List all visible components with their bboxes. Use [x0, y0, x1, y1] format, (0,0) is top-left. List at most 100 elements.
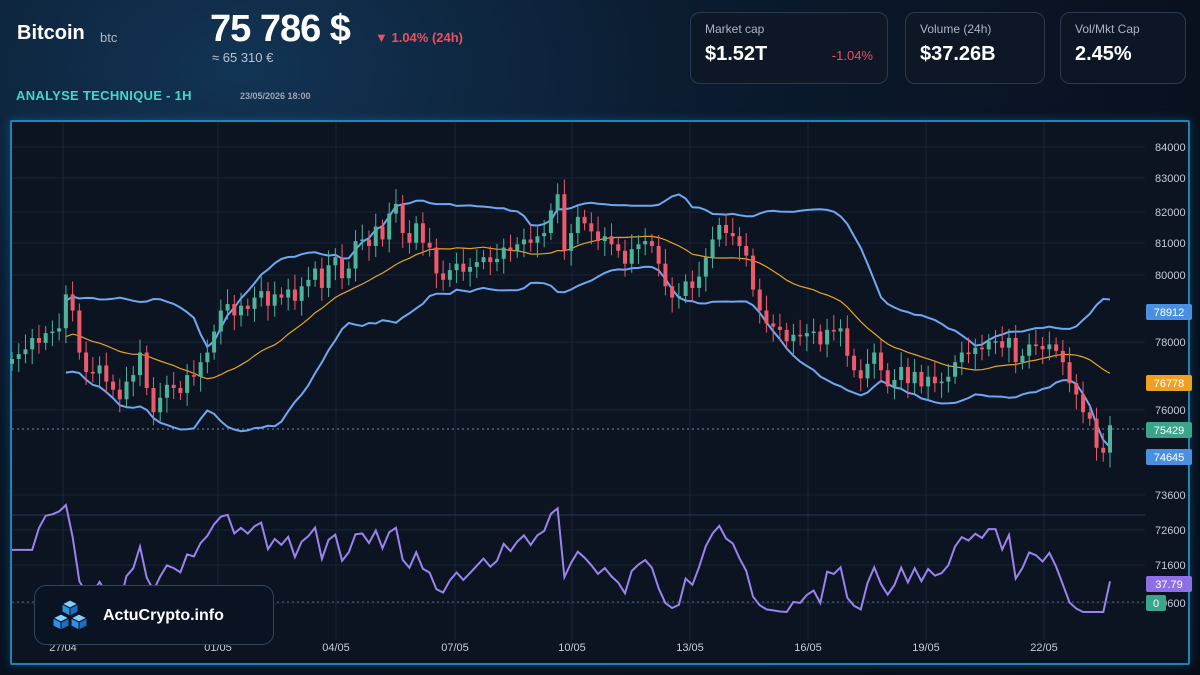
price-change-24h: ▼ 1.04% (24h) [375, 30, 464, 45]
candle-body [858, 370, 863, 379]
candle-body [643, 241, 648, 245]
candle-body [622, 250, 628, 264]
candle-body [191, 375, 196, 377]
bollinger-bands [65, 193, 1111, 448]
candle-body [737, 236, 742, 246]
candle-body [980, 347, 985, 350]
candle-body [16, 354, 21, 359]
candle-body [373, 226, 378, 246]
price-label-moving-average: 76778 [1154, 378, 1185, 390]
candle-body [1101, 447, 1106, 453]
candle-body [1047, 344, 1052, 350]
candle-body [259, 291, 264, 298]
x-tick-label: 19/05 [912, 642, 940, 654]
candle-body [764, 310, 769, 324]
candle-body [750, 255, 755, 290]
candle-body [414, 223, 419, 243]
candle-body [569, 233, 574, 251]
candle-body [616, 244, 621, 251]
brand-badge[interactable]: ActuCrypto.info [34, 585, 274, 645]
candle-body [939, 381, 944, 384]
candle-body [360, 239, 365, 242]
candle-body [239, 305, 244, 316]
candle-body [690, 281, 695, 288]
candle-body [838, 328, 843, 332]
candle-body [771, 323, 776, 327]
candle-body [730, 233, 735, 237]
candle-body [286, 289, 291, 298]
market-cap-change: -1.04% [831, 48, 873, 63]
candle-body [636, 244, 641, 250]
price-eur: ≈ 65 310 € [212, 50, 274, 65]
candle-body [447, 270, 452, 280]
candle-body [1006, 337, 1011, 348]
candle-body [420, 223, 425, 243]
candle-body [973, 347, 978, 355]
candle-body [1027, 344, 1032, 356]
y-tick-label: 82000 [1155, 207, 1186, 219]
candle-body [1020, 355, 1025, 363]
candle-body [953, 362, 958, 377]
candle-body [441, 273, 446, 280]
candle-body [899, 367, 904, 380]
candle-body [326, 265, 331, 288]
y-tick-label: 84000 [1155, 142, 1186, 154]
price-labels: 78912 76778 75429 74645 37.79 0 [1146, 304, 1192, 611]
price-label-bg [1146, 422, 1192, 438]
candle-body [454, 263, 459, 271]
candle-body [212, 331, 217, 353]
candle-body [562, 194, 567, 251]
candle-body [528, 239, 533, 243]
candle-body [717, 224, 722, 240]
candle-body [697, 276, 702, 288]
candle-body [959, 352, 964, 363]
candle-body [535, 236, 540, 243]
candle-body [912, 371, 917, 384]
candle-body [104, 365, 109, 382]
y-tick-label: 76000 [1155, 405, 1186, 417]
candle-body [353, 241, 358, 269]
candle-body [885, 370, 890, 387]
candle-body [596, 231, 601, 242]
cubes-logo-icon [51, 599, 89, 631]
candle-body [306, 279, 311, 287]
rsi-label-rsi-current: 37.79 [1155, 579, 1183, 591]
candle-body [70, 294, 75, 311]
candlesticks [9, 179, 1113, 468]
candle-body [111, 381, 116, 390]
candle-body [50, 331, 55, 334]
candle-body [164, 384, 169, 398]
vol-mkt-cap-value: 2.45% [1075, 43, 1132, 65]
rsi-panel [12, 503, 1111, 614]
candle-body [481, 257, 486, 263]
candle-body [137, 352, 142, 376]
x-axis: 27/04 01/05 04/05 07/05 10/05 13/05 16/05 19/05… [49, 642, 1058, 654]
candle-body [798, 334, 803, 337]
candle-body [1067, 362, 1072, 384]
volume-label: Volume (24h) [920, 22, 992, 36]
price-label-last-price: 75429 [1154, 425, 1185, 437]
candle-body [804, 333, 809, 337]
x-tick-label: 13/05 [676, 642, 704, 654]
candle-body [878, 352, 883, 371]
candle-body [905, 367, 910, 384]
y-tick-label: 81000 [1155, 238, 1186, 250]
candle-body [144, 352, 149, 389]
candle-body [784, 329, 789, 342]
x-tick-label: 07/05 [441, 642, 469, 654]
candle-body [387, 213, 392, 240]
candle-body [757, 289, 762, 311]
coin-ticker: btc [100, 30, 118, 45]
candle-body [629, 249, 634, 264]
market-cap-card: Market cap $1.52T -1.04% [690, 12, 888, 84]
candle-body [488, 257, 493, 263]
candle-body [865, 363, 870, 379]
candle-body [791, 334, 796, 342]
candle-body [676, 295, 681, 298]
candle-body [582, 216, 587, 224]
y-tick-label: 71600 [1155, 560, 1186, 572]
candle-body [333, 257, 338, 266]
candle-body [919, 371, 924, 387]
candle-body [218, 310, 223, 332]
candle-body [575, 216, 580, 234]
